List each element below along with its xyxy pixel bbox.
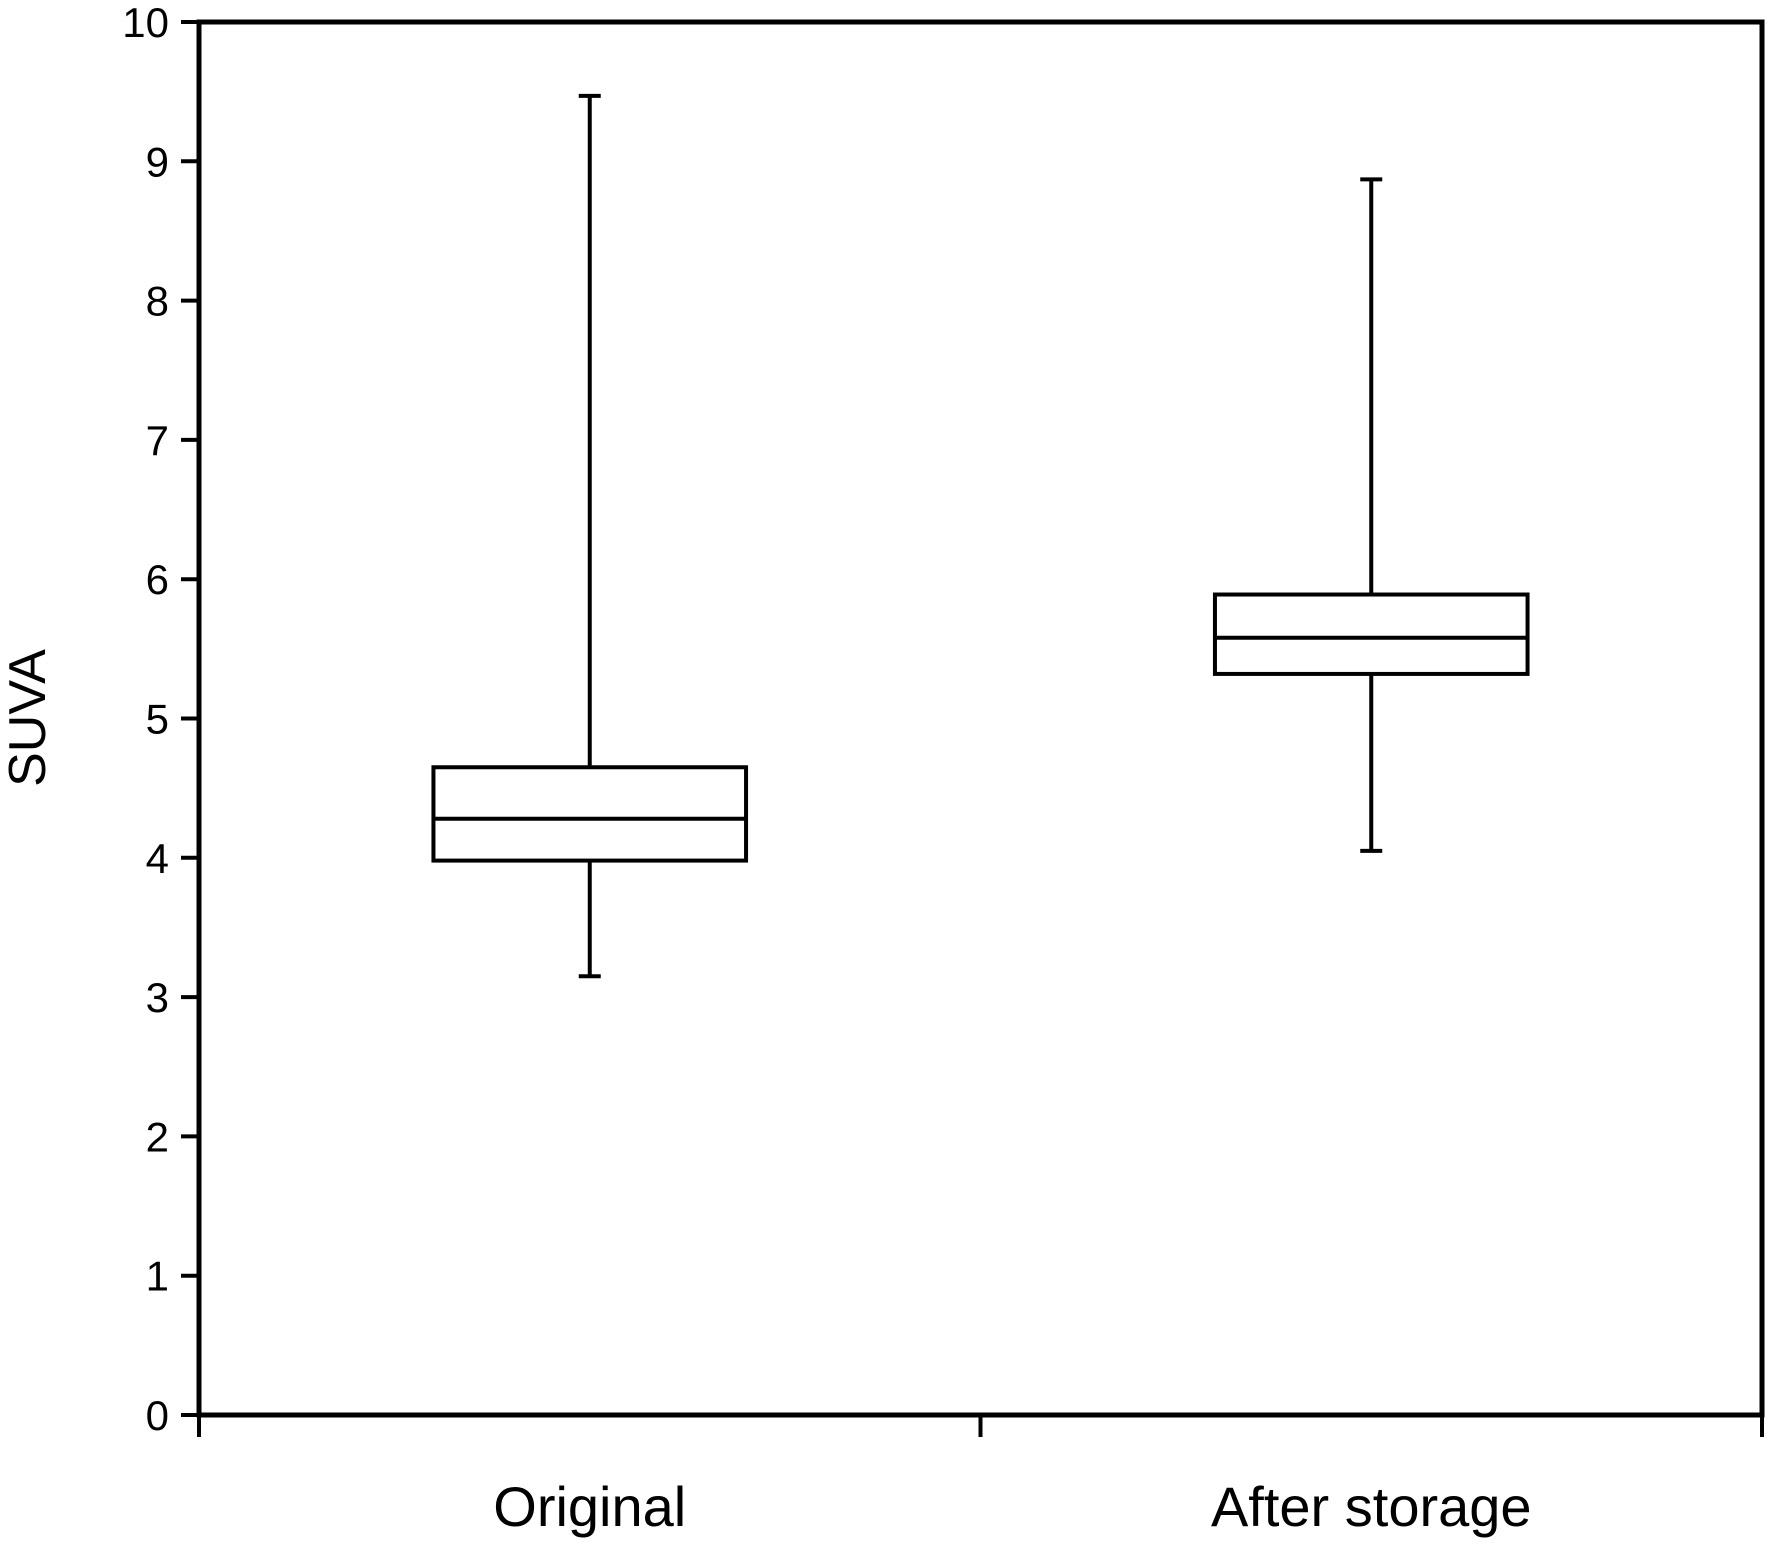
- y-tick-label: 7: [146, 417, 169, 464]
- y-tick-label: 0: [146, 1392, 169, 1439]
- y-tick-label: 5: [146, 696, 169, 743]
- iqr-box: [1212, 592, 1530, 676]
- y-tick-label: 10: [122, 0, 169, 46]
- y-axis-title: SUVA: [0, 649, 57, 787]
- y-tick-label: 9: [146, 138, 169, 185]
- y-tick-label: 3: [146, 974, 169, 1021]
- plot-area: [196, 19, 1765, 1418]
- boxes-group: [431, 93, 1530, 979]
- y-tick-label: 8: [146, 278, 169, 325]
- y-tick-label: 4: [146, 835, 169, 882]
- box-after-storage: [1212, 177, 1530, 853]
- x-category-label: Original: [493, 1475, 686, 1538]
- y-axis: 0 1 2 3 4 5 6 7 8 9 10: [122, 0, 199, 1439]
- y-tick-label: 2: [146, 1113, 169, 1160]
- x-axis: Original After storage: [197, 1415, 1764, 1538]
- x-category-label: After storage: [1211, 1475, 1532, 1538]
- y-tick-label: 1: [146, 1253, 169, 1300]
- y-tick-label: 6: [146, 556, 169, 603]
- iqr-box: [431, 765, 749, 863]
- box-original: [431, 93, 749, 979]
